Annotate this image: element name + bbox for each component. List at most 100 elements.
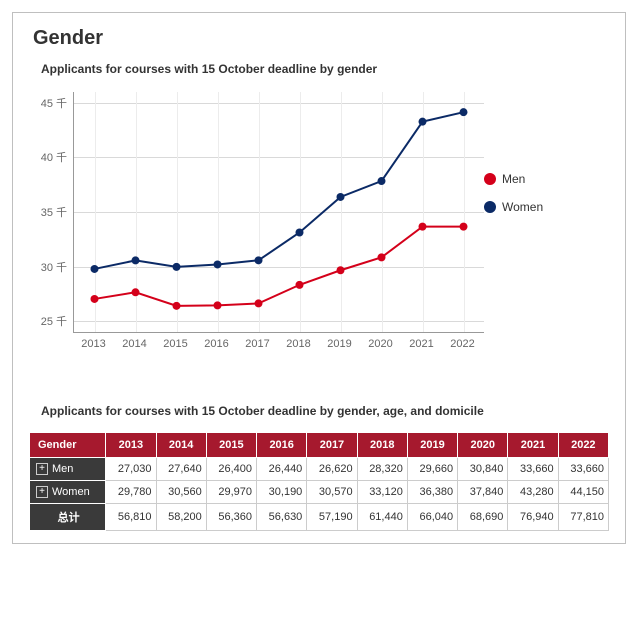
legend-item-men: Men: [484, 172, 604, 186]
table-cell: 58,200: [156, 504, 206, 531]
table-cell: 28,320: [357, 458, 407, 481]
series-marker: [460, 223, 468, 231]
table-row-label[interactable]: + Men: [30, 458, 106, 481]
series-marker: [255, 256, 263, 264]
series-marker: [91, 295, 99, 303]
y-tick-label: 40 千: [41, 149, 67, 165]
legend-label-men: Men: [502, 172, 525, 186]
x-tick-label: 2020: [368, 338, 392, 350]
table-cell: 56,360: [206, 504, 256, 531]
table-cell: 36,380: [407, 481, 457, 504]
series-marker: [296, 281, 304, 289]
chart-svg: [74, 92, 484, 332]
series-marker: [378, 177, 386, 185]
table-row-label: 总计: [30, 504, 106, 531]
table-cell: 33,120: [357, 481, 407, 504]
table-column-header: 2017: [307, 433, 357, 458]
table-cell: 77,810: [558, 504, 608, 531]
x-tick-label: 2016: [204, 338, 228, 350]
table-header-label: Gender: [30, 433, 106, 458]
series-marker: [173, 302, 181, 310]
table-column-header: 2014: [156, 433, 206, 458]
table-cell: 26,440: [257, 458, 307, 481]
legend-dot-women: [484, 201, 496, 213]
chart-card: Gender Applicants for courses with 15 Oc…: [12, 12, 626, 544]
x-tick-label: 2018: [286, 338, 310, 350]
series-marker: [419, 223, 427, 231]
series-marker: [419, 118, 427, 126]
x-tick-label: 2019: [327, 338, 351, 350]
series-marker: [214, 260, 222, 268]
series-marker: [255, 299, 263, 307]
legend-label-women: Women: [502, 200, 543, 214]
y-tick-label: 35 千: [41, 204, 67, 220]
series-marker: [296, 229, 304, 237]
table-cell: 43,280: [508, 481, 558, 504]
row-label-text: Men: [52, 463, 73, 475]
table-column-header: 2018: [357, 433, 407, 458]
table-cell: 30,190: [257, 481, 307, 504]
table-column-header: 2016: [257, 433, 307, 458]
table-cell: 29,780: [106, 481, 156, 504]
legend-item-women: Women: [484, 200, 604, 214]
table-cell: 26,400: [206, 458, 256, 481]
table-cell: 30,840: [458, 458, 508, 481]
series-marker: [173, 263, 181, 271]
y-tick-label: 30 千: [41, 259, 67, 275]
x-tick-label: 2017: [245, 338, 269, 350]
series-marker: [378, 253, 386, 261]
series-marker: [214, 301, 222, 309]
plot-area: [73, 92, 484, 333]
y-tick-label: 25 千: [41, 313, 67, 329]
y-axis: 25 千 30 千 35 千 40 千 45 千: [27, 92, 73, 332]
table-cell: 29,660: [407, 458, 457, 481]
line-chart: 25 千 30 千 35 千 40 千 45 千 Men Women 2013 2014 2…: [27, 82, 611, 372]
x-tick-label: 2013: [81, 338, 105, 350]
x-tick-label: 2015: [163, 338, 187, 350]
table-cell: 61,440: [357, 504, 407, 531]
table-cell: 66,040: [407, 504, 457, 531]
table-cell: 33,660: [508, 458, 558, 481]
table-cell: 76,940: [508, 504, 558, 531]
table-row: + Men 27,03027,64026,40026,44026,62028,320…: [30, 458, 609, 481]
table-subtitle: Applicants for courses with 15 October d…: [41, 404, 611, 418]
expand-icon[interactable]: +: [36, 463, 48, 475]
table-column-header: 2015: [206, 433, 256, 458]
series-line: [95, 227, 464, 306]
table-column-header: 2020: [458, 433, 508, 458]
legend: Men Women: [484, 172, 604, 372]
table-column-header: 2022: [558, 433, 608, 458]
table-cell: 37,840: [458, 481, 508, 504]
table-header-row: Gender2013201420152016201720182019202020…: [30, 433, 609, 458]
x-tick-label: 2021: [409, 338, 433, 350]
table-cell: 68,690: [458, 504, 508, 531]
series-marker: [337, 266, 345, 274]
series-line: [95, 112, 464, 269]
expand-icon[interactable]: +: [36, 486, 48, 498]
table-cell: 30,560: [156, 481, 206, 504]
table-column-header: 2013: [106, 433, 156, 458]
table-row-label[interactable]: + Women: [30, 481, 106, 504]
table-cell: 27,030: [106, 458, 156, 481]
data-table: Gender2013201420152016201720182019202020…: [29, 432, 609, 531]
table-cell: 33,660: [558, 458, 608, 481]
legend-dot-men: [484, 173, 496, 185]
page-title: Gender: [33, 27, 611, 50]
x-tick-label: 2014: [122, 338, 146, 350]
row-label-text: Women: [52, 486, 90, 498]
table-cell: 44,150: [558, 481, 608, 504]
table-cell: 26,620: [307, 458, 357, 481]
table-cell: 56,630: [257, 504, 307, 531]
table-body: + Men 27,03027,64026,40026,44026,62028,320…: [30, 458, 609, 531]
table-row: +Women29,78030,56029,97030,19030,57033,1…: [30, 481, 609, 504]
series-marker: [91, 265, 99, 273]
table-cell: 27,640: [156, 458, 206, 481]
series-marker: [337, 193, 345, 201]
row-label-text: 总计: [58, 512, 80, 524]
table-column-header: 2021: [508, 433, 558, 458]
y-tick-label: 45 千: [41, 95, 67, 111]
table-cell: 57,190: [307, 504, 357, 531]
table-column-header: 2019: [407, 433, 457, 458]
table-cell: 30,570: [307, 481, 357, 504]
chart-subtitle: Applicants for courses with 15 October d…: [41, 62, 611, 76]
